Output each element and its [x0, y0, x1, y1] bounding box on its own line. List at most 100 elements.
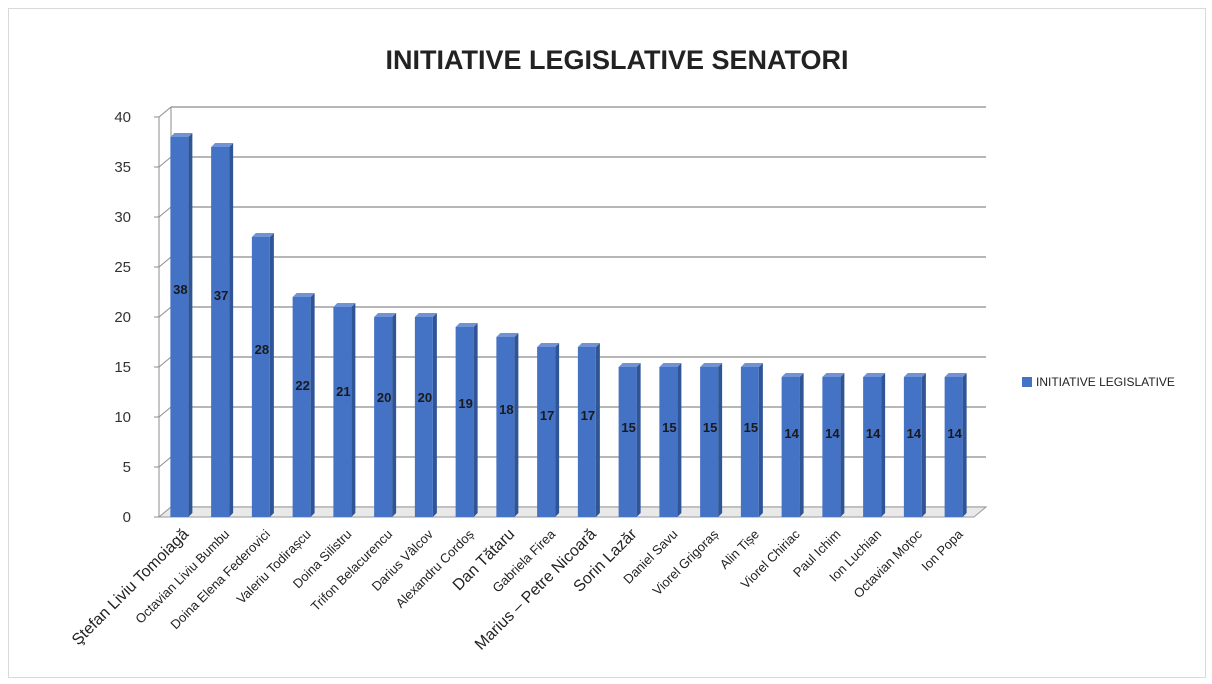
- chart-floor: [157, 506, 988, 518]
- data-label: 15: [662, 420, 676, 435]
- bar-top: [496, 333, 519, 337]
- gridline-depth: [158, 456, 172, 468]
- y-axis-ticks: 0 5 10 15 20 25 30 35 40: [114, 109, 159, 526]
- data-label: 15: [703, 420, 717, 435]
- bar-top: [251, 233, 274, 237]
- y-tick-label: 25: [114, 259, 131, 276]
- bar: [333, 303, 356, 517]
- bar: [944, 373, 967, 517]
- x-tick-label: Valeriu Todirașcu: [233, 527, 313, 607]
- bar-top: [659, 363, 682, 367]
- bar-top: [944, 373, 967, 377]
- bar-front: [333, 307, 352, 517]
- bar-front: [455, 327, 474, 517]
- gridline-depth: [158, 356, 172, 368]
- bar-side: [392, 313, 397, 517]
- bar-top: [740, 363, 763, 367]
- bar-side: [229, 143, 234, 517]
- bar-top: [414, 313, 437, 317]
- data-label: 14: [784, 426, 799, 441]
- bar-top: [781, 373, 804, 377]
- bar: [863, 373, 886, 517]
- y-tick-label: 35: [114, 159, 131, 176]
- data-label: 37: [214, 288, 228, 303]
- gridlines: [158, 106, 986, 518]
- bar-front: [374, 317, 393, 517]
- bar-side: [432, 313, 437, 517]
- bar: [537, 343, 560, 517]
- gridline-depth: [158, 156, 172, 168]
- data-label: 17: [540, 408, 554, 423]
- bar-top: [822, 373, 845, 377]
- bar-front: [659, 367, 678, 517]
- y-tick-label: 10: [114, 409, 131, 426]
- bar: [822, 373, 845, 517]
- data-label: 28: [255, 342, 269, 357]
- bar-side: [677, 363, 682, 517]
- data-label: 14: [866, 426, 881, 441]
- data-label: 14: [825, 426, 840, 441]
- bar-front: [700, 367, 719, 517]
- bar-side: [351, 303, 356, 517]
- bar-top: [577, 343, 600, 347]
- bar: [618, 363, 641, 517]
- bar-chart: INITIATIVE LEGISLATIVE SENATORI 0 5 10 15 20…: [69, 45, 1175, 654]
- bar: [700, 363, 723, 517]
- bar-side: [514, 333, 519, 517]
- bar: [740, 363, 763, 517]
- bar-side: [310, 293, 315, 517]
- bar-front: [822, 377, 841, 517]
- bar-side: [188, 133, 193, 517]
- legend-swatch: [1022, 377, 1032, 387]
- data-label: 15: [621, 420, 635, 435]
- data-label: 17: [581, 408, 595, 423]
- y-tick-label: 20: [114, 309, 131, 326]
- bar: [374, 313, 397, 517]
- bar: [170, 133, 193, 517]
- bar: [455, 323, 478, 517]
- bar-side: [840, 373, 845, 517]
- bar-top: [292, 293, 315, 297]
- chart-frame: INITIATIVE LEGISLATIVE SENATORI 0 5 10 15 20…: [8, 8, 1206, 678]
- data-labels-group: 38 37 28 22 21 20 20 19 18 17 17 15 15 15 15 14 14 14 14 14: [173, 282, 962, 441]
- bar-top: [700, 363, 723, 367]
- bar-side: [595, 343, 600, 517]
- bar-front: [618, 367, 637, 517]
- gridline-depth: [158, 406, 172, 418]
- x-tick-label: Ion Popa: [918, 526, 966, 574]
- bar: [292, 293, 315, 517]
- bar-front: [781, 377, 800, 517]
- bar: [781, 373, 804, 517]
- bar-front: [251, 237, 270, 517]
- data-label: 18: [499, 402, 513, 417]
- bar-front: [414, 317, 433, 517]
- bar: [251, 233, 274, 517]
- bars-group: [170, 133, 967, 517]
- data-label: 38: [173, 282, 187, 297]
- legend-label: INITIATIVE LEGISLATIVE: [1036, 375, 1175, 389]
- gridline-depth: [158, 256, 172, 268]
- bar: [659, 363, 682, 517]
- bar: [496, 333, 519, 517]
- bar: [903, 373, 926, 517]
- bar-side: [718, 363, 723, 517]
- bar-front: [863, 377, 882, 517]
- bar-front: [170, 137, 189, 517]
- bar-top: [903, 373, 926, 377]
- y-tick-label: 5: [123, 459, 131, 476]
- gridline-depth: [158, 206, 172, 218]
- legend: INITIATIVE LEGISLATIVE: [1022, 375, 1175, 389]
- bar-top: [863, 373, 886, 377]
- bar-top: [537, 343, 560, 347]
- data-label: 22: [295, 378, 309, 393]
- bar-front: [944, 377, 963, 517]
- bar-top: [170, 133, 193, 137]
- data-label: 19: [458, 396, 472, 411]
- bar: [577, 343, 600, 517]
- bar-side: [555, 343, 560, 517]
- bar-side: [881, 373, 886, 517]
- bar-front: [577, 347, 596, 517]
- y-tick-label: 30: [114, 209, 131, 226]
- chart-title: INITIATIVE LEGISLATIVE SENATORI: [385, 45, 848, 75]
